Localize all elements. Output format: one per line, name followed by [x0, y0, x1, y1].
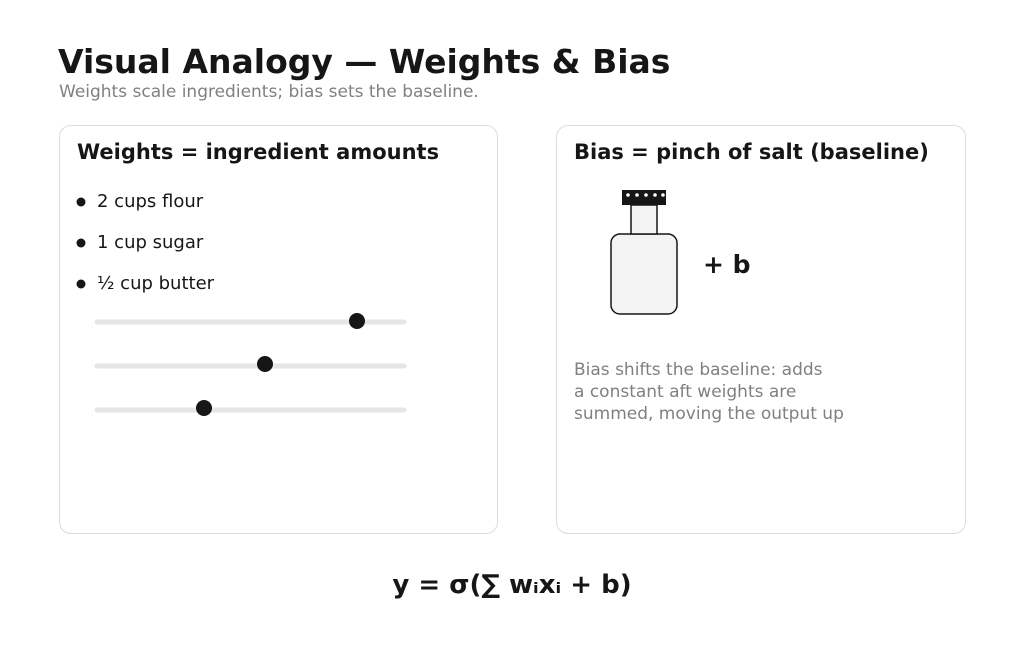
ingredient: 2 cups flour	[97, 191, 204, 212]
ingredient: ½ cup butter	[97, 273, 215, 294]
bias-term: + b	[703, 250, 751, 279]
slider-knob[interactable]	[196, 400, 212, 416]
slider-knob[interactable]	[349, 313, 365, 329]
description-line: summed, moving the output up	[574, 404, 844, 424]
slider-knob[interactable]	[257, 356, 273, 372]
description-line: Bias shifts the baseline: adds	[574, 360, 823, 380]
bullet	[76, 238, 86, 248]
salt-shaker	[610, 190, 678, 315]
ingredient: 1 cup sugar	[97, 232, 204, 253]
page-title: Visual Analogy — Weights & Bias	[58, 42, 671, 81]
card-title: Weights = ingredient amounts	[77, 140, 440, 164]
page-subtitle: Weights scale ingredients; bias sets the…	[59, 82, 479, 102]
description-line: a constant aft weights are	[574, 382, 797, 402]
weights-card	[59, 125, 498, 534]
formula: y = σ(∑ wᵢxᵢ + b)	[392, 570, 632, 600]
bullet	[76, 197, 86, 207]
bullet	[76, 279, 86, 289]
card-title: Bias = pinch of salt (baseline)	[574, 140, 929, 164]
